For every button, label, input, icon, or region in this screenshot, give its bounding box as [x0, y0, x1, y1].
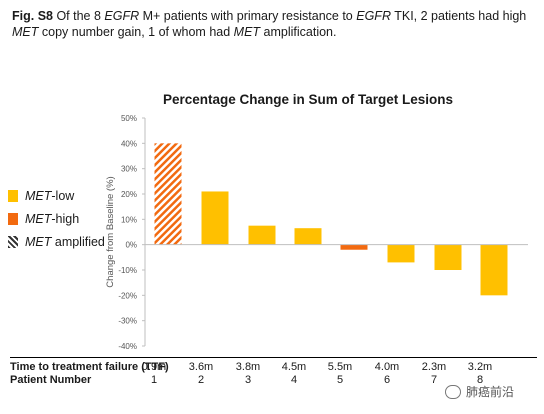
legend-swatch-high [8, 213, 18, 225]
watermark-text: 肺癌前沿 [466, 385, 515, 399]
y-tick-label: 20% [121, 190, 137, 199]
caption-segment: Of the 8 [52, 9, 105, 23]
y-tick-label: -30% [118, 317, 137, 326]
ttf-cell: 3.8m [235, 361, 261, 373]
legend-label-low-suffix: -low [51, 189, 75, 203]
bar-patient-2 [201, 191, 229, 245]
ttf-cell: 4.5m [281, 361, 307, 373]
ttf-cell: 4.0m [374, 361, 400, 373]
y-axis-label: Change from Baseline (%) [105, 176, 116, 287]
y-tick-label: 50% [121, 114, 137, 123]
caption-segment: copy number gain, 1 of whom had [38, 25, 234, 39]
caption-segment: EGFR [104, 9, 140, 23]
legend: MET-low MET-high MET amplified [8, 186, 105, 255]
ttf-row-label: Time to treatment failure (TTF) [10, 361, 169, 373]
ttf-cell: 5.5m [327, 361, 353, 373]
patient-number-cell: 6 [383, 374, 391, 386]
legend-item-met-amplified: MET amplified [8, 232, 105, 252]
patient-number-cell: 3 [244, 374, 252, 386]
legend-item-met-high: MET-high [8, 209, 105, 229]
bar-patient-5 [340, 244, 368, 250]
patient-number-cell: 5 [336, 374, 344, 386]
y-tick-label: 40% [121, 139, 137, 148]
legend-swatch-low [8, 190, 18, 202]
bar-patient-4 [294, 228, 322, 245]
bar-patient-3 [248, 225, 276, 245]
patient-number-cell: 7 [430, 374, 438, 386]
legend-label-amp-suffix: amplified [51, 235, 105, 249]
caption-segment: MET [12, 25, 39, 39]
y-tick-label: -40% [118, 342, 137, 351]
ttf-cell: 3.6m [188, 361, 214, 373]
bar-patient-1 [154, 143, 182, 245]
ttf-cell: 0.9m [141, 361, 167, 373]
y-tick-label: 0% [125, 241, 137, 250]
legend-label-high-suffix: -high [51, 212, 80, 226]
bar-patient-7 [434, 244, 462, 270]
figure-caption: Fig. S8 Of the 8 EGFR M+ patients with p… [12, 8, 532, 40]
caption-segment: TKI, 2 patients had high [390, 9, 527, 23]
ttf-cell: 3.2m [467, 361, 493, 373]
legend-label-low-name: MET [25, 189, 52, 203]
patient-number-cell: 1 [150, 374, 158, 386]
y-tick-label: -20% [118, 291, 137, 300]
patient-number-cell: 4 [290, 374, 298, 386]
y-tick-label: 10% [121, 215, 137, 224]
watermark: 肺癌前沿 [445, 383, 514, 400]
legend-label-high-name: MET [25, 212, 52, 226]
bar-patient-6 [387, 244, 415, 263]
patient-number-cell: 2 [197, 374, 205, 386]
y-axis-ticks: 50% 40% 30% 20% 10% 0% -10% -20% -30% -40% [118, 114, 145, 351]
legend-swatch-amplified [8, 236, 18, 248]
table-divider [10, 357, 537, 358]
figure-label: Fig. S8 [12, 9, 53, 23]
bar-patient-8 [480, 244, 508, 296]
caption-segment: EGFR [356, 9, 391, 23]
caption-segment: MET [233, 25, 261, 39]
legend-label-amp-name: MET [25, 235, 52, 249]
caption-segment: amplification. [260, 25, 337, 39]
ttf-cell: 2.3m [421, 361, 447, 373]
caption-segment: M+ patients with primary resistance to [139, 9, 357, 23]
chart-title: Percentage Change in Sum of Target Lesio… [163, 92, 453, 107]
y-tick-label: 30% [121, 165, 137, 174]
caption-text: Of the 8 EGFR M+ patients with primary r… [12, 9, 526, 39]
patient-row-label: Patient Number [10, 374, 92, 386]
chat-bubble-icon [445, 384, 461, 399]
bars [154, 143, 508, 296]
legend-item-met-low: MET-low [8, 186, 105, 206]
patient-number-cell: 8 [476, 374, 484, 386]
bar-chart: Percentage Change in Sum of Target Lesio… [105, 92, 528, 351]
y-tick-label: -10% [118, 266, 137, 275]
